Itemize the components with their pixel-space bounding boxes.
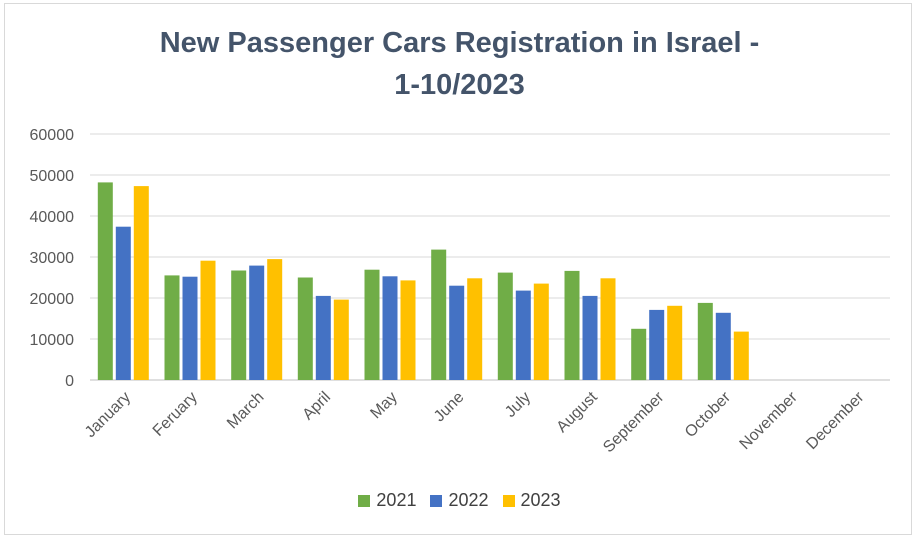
- bar-2021-october: [697, 302, 713, 380]
- y-tick-label: 40000: [30, 209, 75, 226]
- bar-2022-august: [582, 295, 598, 380]
- bar-2021-january: [97, 182, 113, 380]
- x-tick-label: October: [682, 388, 735, 441]
- bar-2022-january: [115, 226, 131, 380]
- bar-2021-september: [631, 328, 647, 381]
- x-tick-label: March: [224, 389, 267, 432]
- bar-2023-april: [333, 299, 349, 380]
- chart-frame: [4, 3, 912, 535]
- legend-swatch: [502, 494, 515, 507]
- bar-2022-october: [715, 312, 731, 380]
- bar-2021-feruary: [164, 275, 180, 380]
- y-tick-label: 50000: [30, 168, 75, 185]
- legend-item-2023: 2023: [502, 490, 561, 511]
- legend-swatch: [358, 494, 371, 507]
- bar-2022-may: [382, 276, 398, 380]
- bar-2021-may: [364, 269, 380, 380]
- x-tick-label: December: [803, 388, 868, 453]
- y-tick-label: 30000: [30, 250, 75, 267]
- x-tick-label: Feruary: [150, 389, 201, 440]
- y-tick-label: 60000: [30, 127, 75, 144]
- x-tick-label: July: [502, 389, 534, 421]
- bar-2023-march: [267, 259, 283, 380]
- bar-2021-july: [497, 272, 513, 380]
- bars: [97, 182, 749, 381]
- chart-title-line-2: 1-10/2023: [394, 69, 525, 101]
- bar-2023-august: [600, 278, 616, 380]
- bar-2021-march: [231, 270, 247, 380]
- bar-2022-april: [315, 295, 331, 380]
- x-tick-label: January: [82, 389, 134, 441]
- legend: 2021 2022 2023: [0, 490, 919, 511]
- bar-2023-september: [667, 305, 683, 380]
- legend-swatch: [430, 494, 443, 507]
- bar-2022-feruary: [182, 276, 198, 380]
- chart-title-line-1: New Passenger Cars Registration in Israe…: [159, 27, 760, 59]
- legend-item-2022: 2022: [430, 490, 489, 511]
- bar-2023-feruary: [200, 260, 216, 380]
- x-tick-label: April: [300, 389, 335, 424]
- y-axis-labels: 0 10000 20000 30000 40000 50000 60000: [30, 127, 75, 390]
- bar-2023-may: [400, 280, 416, 380]
- legend-label: 2023: [520, 490, 561, 510]
- bar-2022-march: [249, 265, 265, 380]
- bar-2023-october: [733, 331, 749, 380]
- bar-2022-july: [515, 290, 531, 380]
- y-tick-label: 10000: [30, 332, 75, 349]
- bar-2023-july: [533, 283, 549, 380]
- x-axis-labels: January Feruary March April May June July Augus…: [82, 388, 868, 456]
- bar-2023-january: [133, 186, 149, 380]
- x-tick-label: August: [554, 388, 602, 436]
- x-tick-label: November: [737, 388, 802, 453]
- legend-label: 2021: [376, 490, 417, 510]
- x-tick-label: May: [367, 389, 400, 422]
- chart-title: New Passenger Cars Registration in Israe…: [0, 22, 919, 106]
- y-tick-label: 0: [65, 373, 74, 390]
- bar-2022-september: [649, 309, 665, 380]
- bar-2021-august: [564, 270, 580, 380]
- gridlines: [90, 133, 890, 381]
- bar-2021-june: [431, 249, 447, 380]
- bar-2023-june: [467, 278, 483, 380]
- bar-2022-june: [449, 285, 465, 380]
- x-tick-label: June: [431, 389, 468, 426]
- x-tick-label: September: [600, 388, 668, 456]
- y-tick-label: 20000: [30, 291, 75, 308]
- legend-item-2021: 2021: [358, 490, 416, 511]
- bar-2021-april: [297, 277, 313, 380]
- legend-label: 2022: [448, 490, 489, 510]
